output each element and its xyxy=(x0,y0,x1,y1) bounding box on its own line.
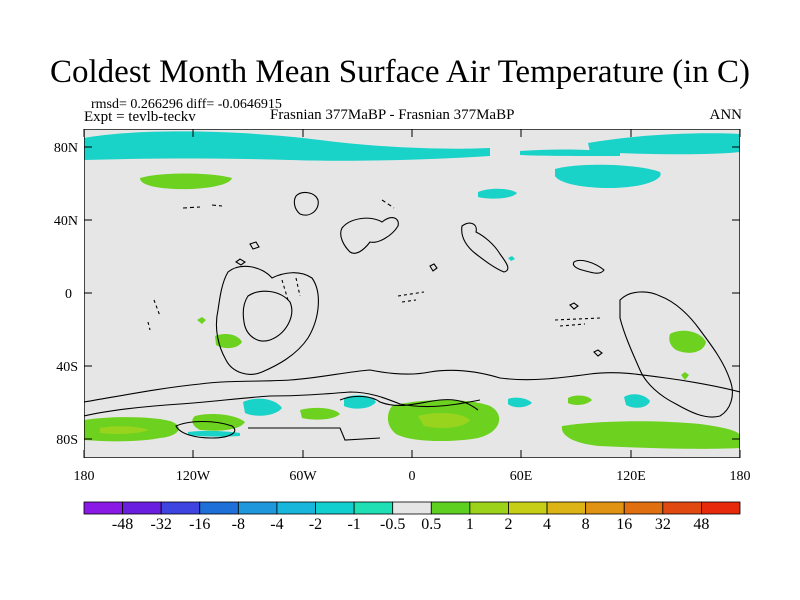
x-tick-label: 180 xyxy=(74,469,95,484)
contour-south-margin xyxy=(84,369,740,403)
colorbar-label: 0.5 xyxy=(421,516,442,533)
cyan-patch-60e xyxy=(555,164,661,188)
season-label: ANN xyxy=(709,107,743,123)
contour-north-island xyxy=(293,191,319,216)
contour-gondwana-inner xyxy=(242,290,293,342)
colorbar-swatch xyxy=(392,501,432,515)
colorbar-swatch xyxy=(623,501,664,515)
contour-island-ne xyxy=(461,222,509,273)
green-patch-55s xyxy=(568,395,592,405)
colorbar-label: 8 xyxy=(581,516,590,533)
y-axis: 80N 40N 0 40S 80S xyxy=(54,141,740,448)
colorbar-label: 48 xyxy=(693,516,710,533)
x-tick-label: 180 xyxy=(730,469,751,484)
colorbar-label: -0.5 xyxy=(380,516,406,533)
cyan-patch-30n xyxy=(478,188,517,199)
contour-north-dashes xyxy=(182,204,223,209)
colorbar-label: -1 xyxy=(347,516,361,533)
contour-south-loop xyxy=(175,420,236,439)
cyan-patch-south-atlantic xyxy=(344,395,376,409)
x-tick-label: 120W xyxy=(176,469,211,484)
x-tick-label: 60W xyxy=(289,469,317,484)
colorbar-swatch xyxy=(469,501,509,515)
contour-continent-40n xyxy=(340,217,399,254)
x-tick-label: 120E xyxy=(616,469,646,484)
cyan-patch-south-pacific xyxy=(508,397,532,408)
cyan-strip-north xyxy=(520,149,620,156)
colorbar-label: -4 xyxy=(270,516,284,533)
contour-continent-eq xyxy=(572,259,605,274)
contour-south-inner xyxy=(84,391,481,417)
y-tick-label: 80N xyxy=(54,141,78,156)
negative-anomaly-regions xyxy=(84,131,740,437)
contour-south-ridge xyxy=(339,395,479,411)
x-tick-label: 0 xyxy=(409,469,416,484)
colorbar-swatch xyxy=(83,501,123,515)
y-tick-label: 80S xyxy=(56,433,78,448)
stats-line: rmsd= 0.266296 diff= -0.0646915 xyxy=(91,97,282,112)
colorbar-swatch xyxy=(508,501,548,515)
colorbar-label: 2 xyxy=(504,516,513,533)
colorbar-swatch xyxy=(160,501,201,515)
colorbar-swatch xyxy=(662,501,702,515)
contour-south-step xyxy=(248,427,381,441)
cyan-dot-eq xyxy=(508,256,515,261)
y-tick-label: 40N xyxy=(54,214,78,229)
green-patch-east-trop xyxy=(669,330,706,353)
cyan-patch-south-indian xyxy=(624,394,650,408)
cyan-band-north-east xyxy=(588,133,740,155)
contour-small-2 xyxy=(235,258,246,266)
colorbar-label: -2 xyxy=(308,516,323,533)
green-light-patch-south-2 xyxy=(100,426,148,434)
comparison-label: Frasnian 377MaBP - Frasnian 377MaBP xyxy=(270,107,515,123)
colorbar-label: -16 xyxy=(189,516,211,533)
contour-dashes-w xyxy=(397,291,425,303)
colorbar-swatch xyxy=(546,501,587,515)
cyan-band-north-west xyxy=(84,131,490,161)
continent-contours xyxy=(84,191,740,441)
colorbar-label: -32 xyxy=(150,516,172,533)
colorbar-swatch xyxy=(276,501,316,515)
green-patch-70s-b xyxy=(300,407,340,420)
colorbar-swatch xyxy=(353,501,394,515)
contour-small-3 xyxy=(429,263,438,272)
colorbar-swatch xyxy=(315,501,355,515)
y-tick-label: 0 xyxy=(65,287,72,302)
expt-label: Expt = tevlb-teckv xyxy=(84,109,196,125)
contour-gondwana-east xyxy=(619,291,733,418)
colorbar-swatch xyxy=(237,501,278,515)
x-tick-label: 60E xyxy=(510,469,533,484)
green-light-patch-south xyxy=(418,412,470,428)
colorbar-label: 4 xyxy=(543,516,552,533)
colorbar-swatch xyxy=(199,501,239,515)
colorbar-label: 16 xyxy=(616,516,633,533)
colorbar xyxy=(83,501,741,515)
y-tick-label: 40S xyxy=(56,360,78,375)
colorbar-label: -48 xyxy=(111,516,134,533)
colorbar-swatch xyxy=(701,501,741,515)
cyan-strip-south xyxy=(188,430,240,437)
map-title: Coldest Month Mean Surface Air Temperatu… xyxy=(50,54,750,90)
colorbar-label: 1 xyxy=(465,516,474,533)
green-patch-60n xyxy=(140,173,232,190)
cyan-patch-40s xyxy=(243,398,282,416)
contour-gondwana-west xyxy=(215,265,319,375)
colorbar-label: 32 xyxy=(654,516,671,533)
contour-dashes-eq xyxy=(554,317,601,327)
colorbar-swatch xyxy=(585,501,625,515)
colorbar-label: -8 xyxy=(231,516,246,533)
x-axis: 180 120W 60W 0 60E 120E 180 xyxy=(74,129,751,484)
contour-small-4 xyxy=(569,302,579,310)
light-positive-anomaly-regions xyxy=(100,412,470,434)
green-patch-20s xyxy=(215,334,242,349)
green-band-south-east xyxy=(561,421,740,449)
colorbar-swatch xyxy=(430,501,471,515)
green-dot-1 xyxy=(197,317,206,324)
green-dot-2 xyxy=(681,372,689,380)
contour-small-1 xyxy=(249,241,260,250)
contour-small-5 xyxy=(593,349,603,357)
contour-dash-ne xyxy=(381,199,395,209)
colorbar-swatch xyxy=(122,501,162,515)
